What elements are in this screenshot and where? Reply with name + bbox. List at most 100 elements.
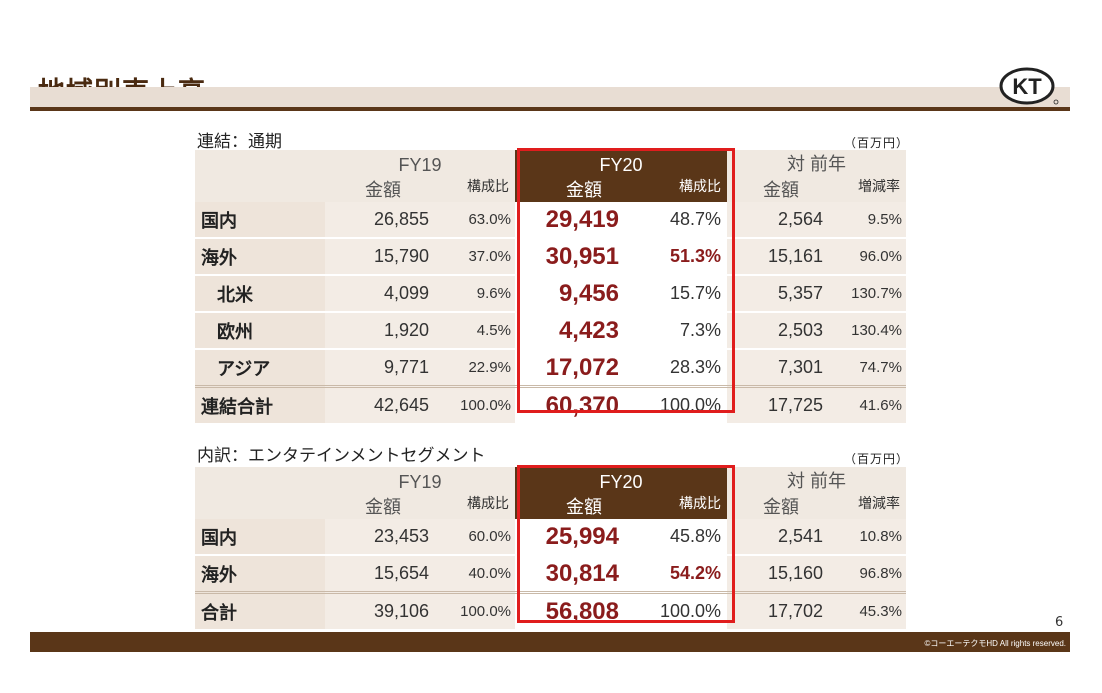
yoy-amount: 17,702	[727, 591, 835, 631]
row-name: 北米	[195, 275, 325, 313]
yoy-ratio: 96.8%	[835, 555, 906, 594]
page-number: 6	[1055, 615, 1064, 630]
copyright-text: ©コーエーテクモHD All rights reserved.	[924, 639, 1066, 648]
fy19-ratio: 37.0%	[441, 238, 515, 276]
header-blank	[195, 493, 325, 519]
fy19-amount: 1,920	[325, 312, 441, 350]
fy20-amount: 29,419	[515, 202, 653, 239]
fy19-amount: 39,106	[325, 591, 441, 631]
yoy-amount: 2,541	[727, 519, 835, 556]
fy20-ratio: 100.0%	[653, 591, 727, 631]
yoy-amount: 17,725	[727, 385, 835, 425]
yoy-amount: 15,160	[727, 555, 835, 594]
table-row: 欧州 1,920 4.5% 4,423 7.3% 2,503 130.4%	[195, 312, 906, 350]
fy19-amount: 26,855	[325, 202, 441, 239]
fy20-amount: 30,814	[515, 555, 653, 594]
row-name: 国内	[195, 202, 325, 239]
yoy-ratio: 10.8%	[835, 519, 906, 556]
yoy-ratio: 130.4%	[835, 312, 906, 350]
header-yoy-amount: 金額	[727, 493, 835, 519]
row-name: 欧州	[195, 312, 325, 350]
header-fy19-amount: 金額	[325, 176, 441, 202]
title-rule	[30, 107, 1070, 111]
table-row: 北米 4,099 9.6% 9,456 15.7% 5,357 130.7%	[195, 275, 906, 313]
yoy-amount: 5,357	[727, 275, 835, 313]
table-row: 海外 15,654 40.0% 30,814 54.2% 15,160 96.8…	[195, 555, 906, 594]
yoy-amount: 2,564	[727, 202, 835, 239]
fy20-ratio: 45.8%	[653, 519, 727, 556]
row-name: 海外	[195, 238, 325, 276]
header-yoy: 対 前年	[727, 150, 906, 176]
yoy-amount: 2,503	[727, 312, 835, 350]
fy20-amount: 17,072	[515, 349, 653, 388]
header-fy19-amount: 金額	[325, 493, 441, 519]
fy20-amount: 25,994	[515, 519, 653, 556]
fy19-amount: 42,645	[325, 385, 441, 425]
row-name: 連結合計	[195, 385, 325, 425]
fy19-ratio: 60.0%	[441, 519, 515, 556]
yoy-ratio: 74.7%	[835, 349, 906, 388]
header-blank	[195, 176, 325, 202]
fy19-ratio: 40.0%	[441, 555, 515, 594]
yoy-amount: 7,301	[727, 349, 835, 388]
fy19-amount: 9,771	[325, 349, 441, 388]
header-fy20: FY20	[515, 467, 727, 493]
table-row-total: 連結合計 42,645 100.0% 60,370 100.0% 17,725 …	[195, 385, 906, 425]
row-name: 合計	[195, 591, 325, 631]
fy20-ratio: 51.3%	[653, 238, 727, 276]
table2-label: 内訳：エンタテインメントセグメント	[197, 446, 486, 466]
table1-unit: （百万円）	[844, 136, 910, 150]
table-row: 国内 26,855 63.0% 29,419 48.7% 2,564 9.5%	[195, 202, 906, 239]
row-name: 海外	[195, 555, 325, 594]
header-blank	[195, 467, 325, 493]
fy20-amount: 60,370	[515, 385, 653, 425]
yoy-ratio: 130.7%	[835, 275, 906, 313]
row-name: 国内	[195, 519, 325, 556]
header-blank	[195, 150, 325, 176]
header-yoy-change: 増減率	[835, 176, 906, 202]
table1-label: 連結：通期	[197, 132, 282, 152]
fy20-ratio: 100.0%	[653, 385, 727, 425]
fy19-ratio: 4.5%	[441, 312, 515, 350]
fy20-ratio: 15.7%	[653, 275, 727, 313]
header-fy20-ratio: 構成比	[653, 176, 727, 202]
fy20-ratio: 28.3%	[653, 349, 727, 388]
table-row: 国内 23,453 60.0% 25,994 45.8% 2,541 10.8%	[195, 519, 906, 556]
header-fy20-ratio: 構成比	[653, 493, 727, 519]
footer-bar	[30, 632, 1070, 652]
consolidated-table: FY19 FY20 対 前年 金額 構成比 金額 構成比 金額 増減率 国内 2…	[195, 150, 906, 425]
fy20-ratio: 48.7%	[653, 202, 727, 239]
fy20-amount: 56,808	[515, 591, 653, 631]
header-yoy-amount: 金額	[727, 176, 835, 202]
fy19-amount: 23,453	[325, 519, 441, 556]
fy19-ratio: 100.0%	[441, 385, 515, 425]
fy20-ratio: 7.3%	[653, 312, 727, 350]
kt-logo: KT	[999, 67, 1059, 105]
yoy-ratio: 45.3%	[835, 591, 906, 631]
table2-unit: （百万円）	[844, 452, 910, 466]
yoy-ratio: 96.0%	[835, 238, 906, 276]
table-row: 海外 15,790 37.0% 30,951 51.3% 15,161 96.0…	[195, 238, 906, 276]
fy19-ratio: 22.9%	[441, 349, 515, 388]
fy19-ratio: 100.0%	[441, 591, 515, 631]
header-fy19: FY19	[325, 150, 515, 176]
entertainment-segment-table: FY19 FY20 対 前年 金額 構成比 金額 構成比 金額 増減率 国内 2…	[195, 467, 906, 631]
fy20-ratio: 54.2%	[653, 555, 727, 594]
fy19-ratio: 63.0%	[441, 202, 515, 239]
header-fy19-ratio: 構成比	[441, 176, 515, 202]
kt-logo-text: KT	[1012, 74, 1042, 99]
fy19-amount: 15,654	[325, 555, 441, 594]
fy19-amount: 4,099	[325, 275, 441, 313]
header-yoy: 対 前年	[727, 467, 906, 493]
table-row-total: 合計 39,106 100.0% 56,808 100.0% 17,702 45…	[195, 591, 906, 631]
fy20-amount: 4,423	[515, 312, 653, 350]
header-fy19-ratio: 構成比	[441, 493, 515, 519]
header-fy20-amount: 金額	[515, 493, 653, 519]
fy19-amount: 15,790	[325, 238, 441, 276]
row-name: アジア	[195, 349, 325, 388]
header-fy20: FY20	[515, 150, 727, 176]
fy19-ratio: 9.6%	[441, 275, 515, 313]
header-fy20-amount: 金額	[515, 176, 653, 202]
yoy-ratio: 41.6%	[835, 385, 906, 425]
fy20-amount: 9,456	[515, 275, 653, 313]
